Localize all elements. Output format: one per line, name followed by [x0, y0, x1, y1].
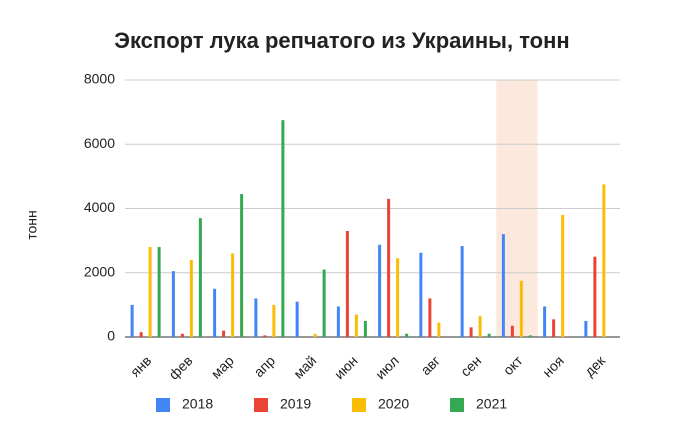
legend-swatch [450, 398, 464, 412]
bar [222, 331, 225, 337]
bar [240, 194, 243, 337]
bar [461, 246, 464, 337]
bar [346, 231, 349, 337]
x-tick-label: авг [417, 352, 443, 378]
bar [470, 327, 473, 337]
x-tick-label: июн [331, 352, 361, 382]
bar [479, 316, 482, 337]
x-tick-label: май [290, 352, 319, 381]
legend-label: 2019 [280, 396, 311, 412]
bar [323, 270, 326, 337]
bar [314, 334, 317, 337]
bar [419, 253, 422, 337]
x-tick-label: июл [372, 352, 402, 382]
x-tick-label: янв [127, 352, 154, 379]
bar [254, 298, 257, 337]
bar [149, 247, 152, 337]
x-tick-label: фев [165, 352, 195, 382]
y-tick-label: 0 [107, 328, 115, 344]
y-tick-label: 2000 [84, 263, 115, 279]
x-tick-label: окт [500, 352, 526, 378]
bar [364, 321, 367, 337]
y-tick-label: 8000 [84, 71, 115, 87]
x-tick-label: дек [581, 352, 609, 380]
bar [529, 335, 532, 337]
bar [543, 306, 546, 337]
bar [437, 323, 440, 337]
bar [387, 199, 390, 337]
bar [140, 332, 143, 337]
bar [355, 315, 358, 337]
bar [593, 257, 596, 337]
x-tick-label: сен [457, 352, 484, 379]
bar [272, 305, 275, 337]
bar [378, 245, 381, 337]
x-tick-label: мар [208, 352, 237, 381]
bar [281, 120, 284, 337]
bar [502, 234, 505, 337]
x-tick-label: ноя [539, 352, 567, 380]
bar [337, 306, 340, 337]
bar [296, 302, 299, 337]
bar [488, 334, 491, 337]
bar [263, 335, 266, 337]
bar [231, 253, 234, 337]
bar [199, 218, 202, 337]
y-tick-label: 4000 [84, 199, 115, 215]
bar [181, 334, 184, 337]
bar [552, 319, 555, 337]
bar [602, 184, 605, 337]
bar [213, 289, 216, 337]
legend-swatch [254, 398, 268, 412]
bar [405, 334, 408, 337]
bar [190, 260, 193, 337]
bar [158, 247, 161, 337]
legend-label: 2021 [476, 396, 507, 412]
bar [584, 321, 587, 337]
bar [428, 298, 431, 337]
chart-title: Экспорт лука репчатого из Украины, тонн [114, 28, 569, 53]
y-axis-label: тонн [24, 210, 40, 240]
y-tick-label: 6000 [84, 135, 115, 151]
legend-label: 2018 [182, 396, 213, 412]
bar [396, 258, 399, 337]
x-tick-label: апр [250, 352, 278, 380]
bar [511, 326, 514, 337]
bar [172, 271, 175, 337]
bar [131, 305, 134, 337]
bar [561, 215, 564, 337]
legend-label: 2020 [378, 396, 409, 412]
legend-swatch [352, 398, 366, 412]
legend-swatch [156, 398, 170, 412]
bar [520, 281, 523, 337]
